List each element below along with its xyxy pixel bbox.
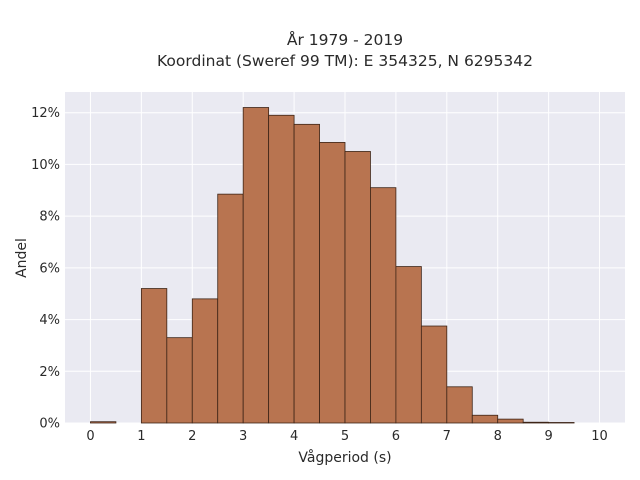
histogram-bar — [90, 421, 117, 424]
histogram-bar — [268, 114, 295, 424]
chart-title-line-2: Koordinat (Sweref 99 TM): E 354325, N 62… — [157, 52, 533, 70]
histogram-bar — [370, 187, 397, 424]
histogram-bar — [548, 422, 575, 424]
y-tick-label: 12% — [31, 106, 60, 121]
histogram-bar — [395, 266, 422, 424]
histogram-bar — [497, 418, 524, 424]
x-tick-label: 1 — [137, 429, 145, 444]
histogram-bar — [140, 288, 168, 424]
histogram-bar — [191, 298, 219, 424]
x-tick-label: 2 — [188, 429, 196, 444]
histogram-bar — [420, 325, 448, 424]
x-tick-label: 3 — [239, 429, 247, 444]
histogram-bar — [242, 107, 270, 424]
histogram-bar — [446, 386, 473, 424]
histogram-bar — [293, 123, 320, 424]
histogram-bar — [319, 142, 346, 424]
y-tick-labels: 0% 2% 4% 6% 8% 10% 12% — [31, 106, 60, 431]
histogram-bar — [217, 193, 244, 424]
histogram-bar — [166, 337, 193, 424]
y-tick-label: 2% — [39, 365, 60, 380]
x-tick-label: 8 — [494, 429, 502, 444]
bars — [90, 107, 575, 424]
y-tick-label: 0% — [39, 417, 60, 432]
x-tick-label: 6 — [392, 429, 400, 444]
x-tick-label: 10 — [591, 429, 608, 444]
x-tick-labels: 0 1 2 3 4 5 6 7 8 9 10 — [86, 429, 608, 444]
histogram-bar — [471, 414, 499, 424]
y-tick-label: 4% — [39, 313, 60, 328]
x-tick-label: 0 — [86, 429, 94, 444]
histogram-bar — [522, 421, 550, 424]
y-tick-label: 6% — [39, 261, 60, 276]
x-tick-label: 5 — [341, 429, 349, 444]
y-axis-label: Andel — [14, 238, 30, 278]
x-tick-label: 9 — [544, 429, 552, 444]
y-tick-label: 10% — [31, 158, 60, 173]
x-axis-label: Vågperiod (s) — [298, 449, 391, 466]
histogram-bar — [344, 151, 371, 424]
x-tick-label: 4 — [290, 429, 298, 444]
y-tick-label: 8% — [39, 210, 60, 225]
chart-title-line-1: År 1979 - 2019 — [287, 30, 403, 49]
x-tick-label: 7 — [443, 429, 451, 444]
